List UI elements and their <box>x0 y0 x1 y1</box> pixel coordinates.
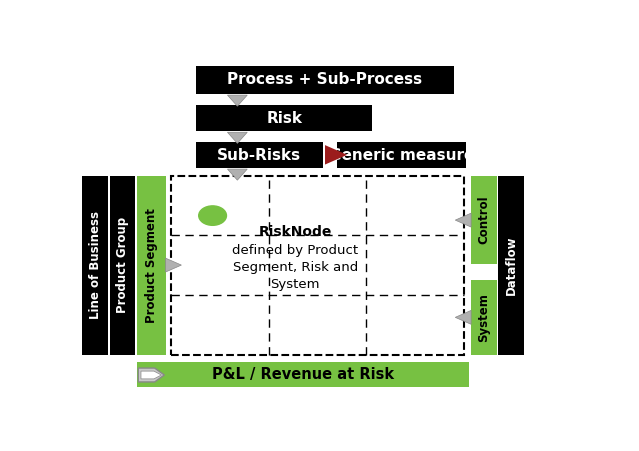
FancyBboxPatch shape <box>137 363 468 387</box>
FancyBboxPatch shape <box>196 65 454 94</box>
Polygon shape <box>138 368 164 382</box>
Text: Product Group: Product Group <box>116 217 129 313</box>
Polygon shape <box>141 371 161 379</box>
Text: System: System <box>477 293 491 341</box>
Polygon shape <box>455 213 471 227</box>
Text: Product Segment: Product Segment <box>144 207 158 322</box>
Text: Control: Control <box>477 196 491 244</box>
FancyBboxPatch shape <box>196 142 323 168</box>
Text: P&L / Revenue at Risk: P&L / Revenue at Risk <box>212 368 394 382</box>
FancyBboxPatch shape <box>137 176 166 354</box>
FancyBboxPatch shape <box>82 176 108 354</box>
FancyBboxPatch shape <box>171 176 464 354</box>
Circle shape <box>199 206 226 226</box>
FancyBboxPatch shape <box>337 142 466 168</box>
Polygon shape <box>455 310 471 324</box>
FancyBboxPatch shape <box>196 105 372 131</box>
Text: RiskNode: RiskNode <box>259 225 332 239</box>
Polygon shape <box>227 169 247 180</box>
Text: Line of Business: Line of Business <box>89 211 102 319</box>
FancyBboxPatch shape <box>471 176 497 264</box>
Text: Generic measure: Generic measure <box>329 147 475 162</box>
FancyBboxPatch shape <box>498 176 524 354</box>
Text: defined by Product
Segment, Risk and
System: defined by Product Segment, Risk and Sys… <box>232 244 358 291</box>
Polygon shape <box>166 258 181 272</box>
Polygon shape <box>227 95 247 106</box>
FancyBboxPatch shape <box>110 176 135 354</box>
Polygon shape <box>325 145 347 165</box>
FancyBboxPatch shape <box>471 280 497 354</box>
Polygon shape <box>227 132 247 143</box>
Text: Dataflow: Dataflow <box>505 235 518 295</box>
Text: Risk: Risk <box>266 110 302 126</box>
Text: Process + Sub-Process: Process + Sub-Process <box>227 72 422 87</box>
Text: Sub-Risks: Sub-Risks <box>217 147 302 162</box>
